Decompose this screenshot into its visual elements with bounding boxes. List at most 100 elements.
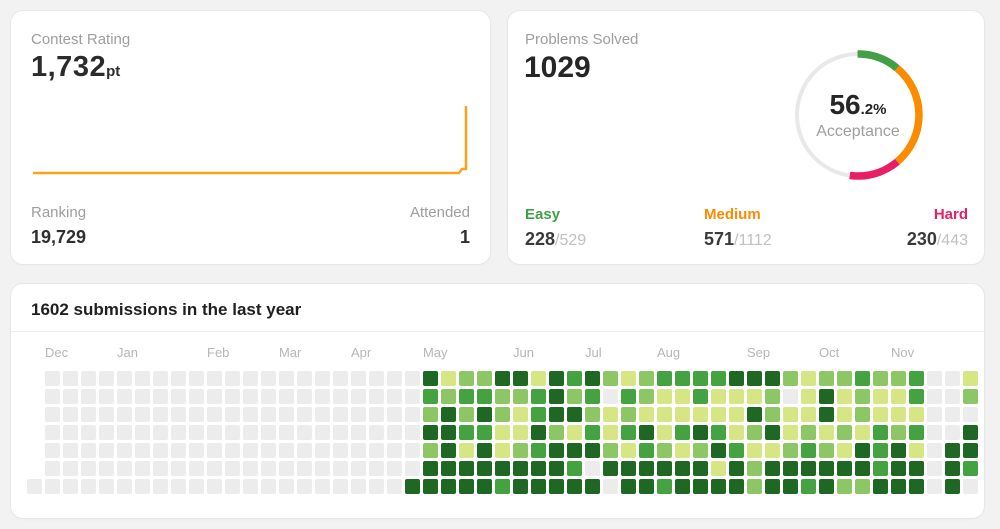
heatmap-cell[interactable] — [369, 371, 384, 386]
heatmap-cell[interactable] — [423, 461, 438, 476]
heatmap-cell[interactable] — [333, 389, 348, 404]
heatmap-cell[interactable] — [747, 443, 762, 458]
heatmap-cell[interactable] — [261, 443, 276, 458]
heatmap-cell[interactable] — [207, 479, 222, 494]
heatmap-cell[interactable] — [873, 407, 888, 422]
heatmap-cell[interactable] — [963, 443, 978, 458]
heatmap-cell[interactable] — [135, 371, 150, 386]
heatmap-cell[interactable] — [513, 371, 528, 386]
heatmap-cell[interactable] — [81, 461, 96, 476]
heatmap-cell[interactable] — [189, 479, 204, 494]
heatmap-cell[interactable] — [585, 407, 600, 422]
heatmap-cell[interactable] — [135, 461, 150, 476]
heatmap-cell[interactable] — [153, 461, 168, 476]
heatmap-cell[interactable] — [225, 389, 240, 404]
heatmap-cell[interactable] — [153, 443, 168, 458]
heatmap-cell[interactable] — [801, 479, 816, 494]
heatmap-cell[interactable] — [603, 443, 618, 458]
heatmap-cell[interactable] — [207, 407, 222, 422]
heatmap-cell[interactable] — [315, 443, 330, 458]
heatmap-cell[interactable] — [351, 389, 366, 404]
heatmap-cell[interactable] — [801, 389, 816, 404]
heatmap-cell[interactable] — [711, 461, 726, 476]
heatmap-cell[interactable] — [423, 443, 438, 458]
heatmap-cell[interactable] — [927, 443, 942, 458]
heatmap-cell[interactable] — [81, 407, 96, 422]
heatmap-cell[interactable] — [261, 461, 276, 476]
heatmap-cell[interactable] — [261, 479, 276, 494]
heatmap-cell[interactable] — [243, 407, 258, 422]
heatmap-cell[interactable] — [369, 407, 384, 422]
heatmap-cell[interactable] — [675, 389, 690, 404]
heatmap-cell[interactable] — [207, 443, 222, 458]
heatmap-cell[interactable] — [891, 461, 906, 476]
heatmap-cell[interactable] — [693, 407, 708, 422]
heatmap-cell[interactable] — [333, 407, 348, 422]
heatmap-cell[interactable] — [315, 461, 330, 476]
heatmap-cell[interactable] — [567, 407, 582, 422]
heatmap-cell[interactable] — [279, 425, 294, 440]
heatmap-cell[interactable] — [189, 425, 204, 440]
heatmap-cell[interactable] — [243, 425, 258, 440]
heatmap-cell[interactable] — [963, 479, 978, 494]
heatmap-cell[interactable] — [567, 479, 582, 494]
heatmap-cell[interactable] — [207, 461, 222, 476]
heatmap-cell[interactable] — [189, 443, 204, 458]
heatmap-cell[interactable] — [441, 425, 456, 440]
heatmap-cell[interactable] — [639, 443, 654, 458]
heatmap-cell[interactable] — [477, 371, 492, 386]
heatmap-cell[interactable] — [837, 371, 852, 386]
heatmap-cell[interactable] — [261, 389, 276, 404]
heatmap-cell[interactable] — [927, 389, 942, 404]
heatmap-cell[interactable] — [45, 407, 60, 422]
heatmap-cell[interactable] — [585, 425, 600, 440]
heatmap-cell[interactable] — [657, 461, 672, 476]
heatmap-cell[interactable] — [135, 407, 150, 422]
heatmap-cell[interactable] — [63, 479, 78, 494]
heatmap-cell[interactable] — [783, 371, 798, 386]
heatmap-cell[interactable] — [423, 479, 438, 494]
heatmap-cell[interactable] — [117, 407, 132, 422]
heatmap-cell[interactable] — [351, 443, 366, 458]
heatmap-cell[interactable] — [621, 389, 636, 404]
heatmap-cell[interactable] — [837, 407, 852, 422]
heatmap-cell[interactable] — [171, 407, 186, 422]
heatmap-cell[interactable] — [765, 479, 780, 494]
heatmap-cell[interactable] — [99, 371, 114, 386]
heatmap-cell[interactable] — [207, 389, 222, 404]
heatmap-cell[interactable] — [63, 461, 78, 476]
heatmap-cell[interactable] — [279, 443, 294, 458]
heatmap-cell[interactable] — [855, 461, 870, 476]
heatmap-cell[interactable] — [963, 407, 978, 422]
heatmap-cell[interactable] — [171, 425, 186, 440]
heatmap-cell[interactable] — [765, 407, 780, 422]
heatmap-cell[interactable] — [819, 407, 834, 422]
heatmap-cell[interactable] — [819, 479, 834, 494]
heatmap-cell[interactable] — [783, 443, 798, 458]
heatmap-cell[interactable] — [765, 461, 780, 476]
heatmap-cell[interactable] — [315, 479, 330, 494]
heatmap-cell[interactable] — [585, 389, 600, 404]
heatmap-cell[interactable] — [729, 389, 744, 404]
heatmap-cell[interactable] — [279, 407, 294, 422]
heatmap-cell[interactable] — [567, 371, 582, 386]
heatmap-cell[interactable] — [135, 425, 150, 440]
heatmap-cell[interactable] — [549, 389, 564, 404]
heatmap-cell[interactable] — [27, 479, 42, 494]
heatmap-cell[interactable] — [891, 479, 906, 494]
heatmap-cell[interactable] — [531, 479, 546, 494]
heatmap-cell[interactable] — [441, 479, 456, 494]
heatmap-cell[interactable] — [441, 389, 456, 404]
heatmap-cell[interactable] — [441, 407, 456, 422]
heatmap-cell[interactable] — [603, 461, 618, 476]
heatmap-cell[interactable] — [117, 461, 132, 476]
heatmap-cell[interactable] — [135, 443, 150, 458]
heatmap-cell[interactable] — [729, 407, 744, 422]
heatmap-cell[interactable] — [297, 461, 312, 476]
heatmap-cell[interactable] — [621, 407, 636, 422]
heatmap-cell[interactable] — [963, 371, 978, 386]
heatmap-cell[interactable] — [279, 461, 294, 476]
heatmap-cell[interactable] — [909, 461, 924, 476]
heatmap-cell[interactable] — [855, 371, 870, 386]
heatmap-cell[interactable] — [459, 389, 474, 404]
